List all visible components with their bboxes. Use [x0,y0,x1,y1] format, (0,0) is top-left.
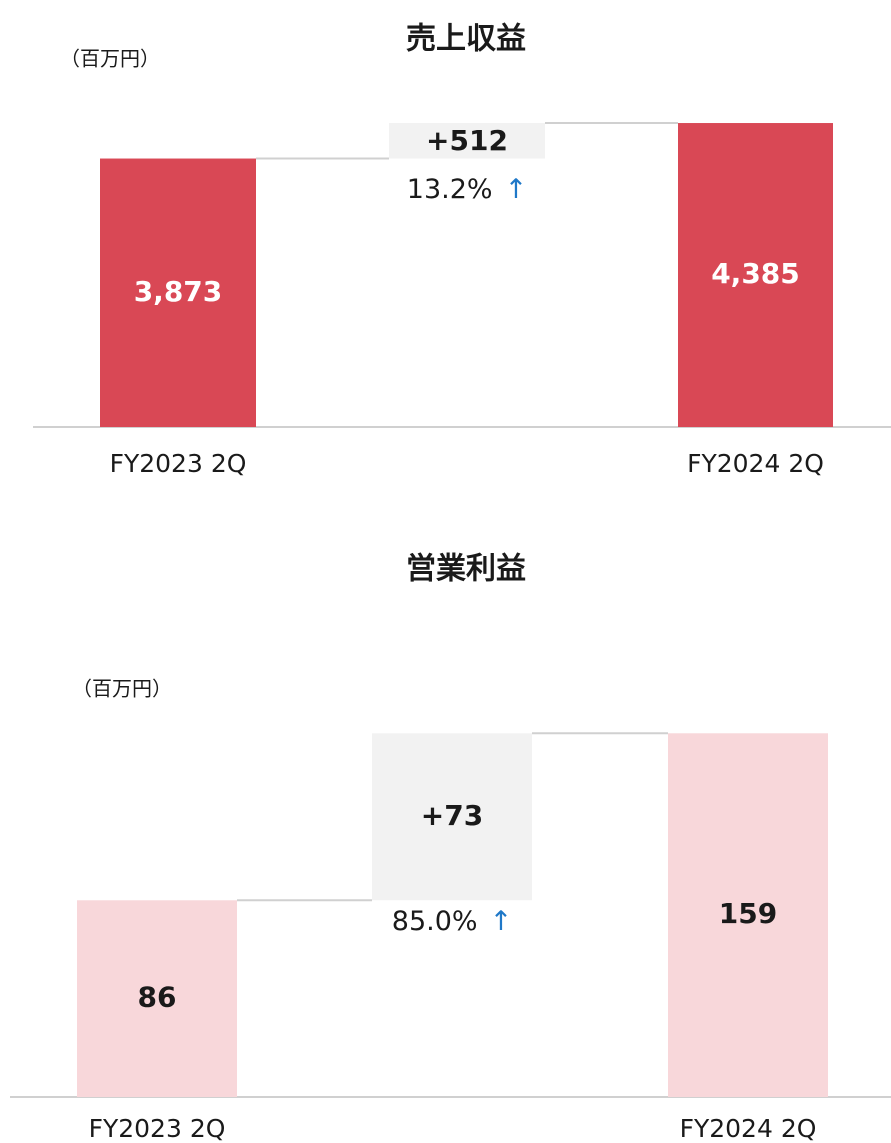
bar [77,900,237,1097]
value-label: +73 [421,799,483,832]
x-tick-label: FY2023 2Q [110,449,247,478]
x-tick-label: FY2024 2Q [687,449,824,478]
change-arrow: ↑ [490,906,513,937]
x-tick-label: FY2023 2Q [89,1114,226,1143]
change-percent: 85.0% [392,906,478,937]
value-label: +512 [426,124,508,157]
unit-label: （百万円） [72,677,172,701]
value-label: 3,873 [134,275,223,308]
value-label: 159 [719,897,777,930]
change-annotation: 85.0% ↑ [392,906,512,937]
delta-bar [389,123,545,159]
unit-label: （百万円） [60,47,160,71]
bar [100,158,256,427]
chart-title: 営業利益 [406,552,526,587]
value-label: 4,385 [711,257,800,290]
change-arrow: ↑ [505,174,528,205]
bar [668,733,828,1097]
bar [678,123,833,428]
delta-bar [372,733,532,901]
change-percent: 13.2% [407,174,493,205]
change-annotation: 13.2% ↑ [407,174,527,205]
value-label: 86 [138,981,177,1014]
x-tick-label: FY2024 2Q [680,1114,817,1143]
chart-title: 売上収益 [406,22,526,57]
